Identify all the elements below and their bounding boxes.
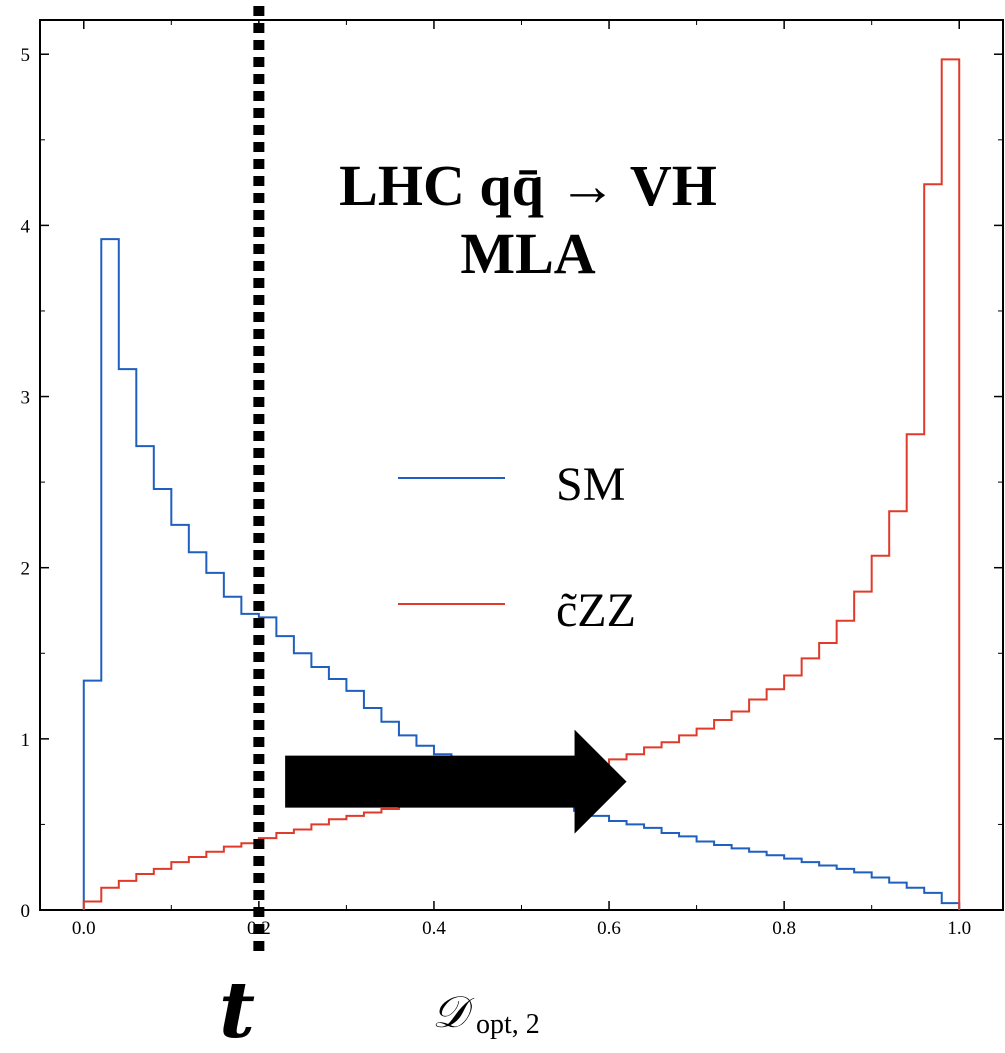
x-tick-labels: 0.00.20.40.60.81.0 <box>72 918 971 939</box>
direction-arrow <box>285 729 627 834</box>
x-tick-label: 1.0 <box>947 918 971 939</box>
y-tick-label: 3 <box>21 388 31 409</box>
x-tick-label: 0.6 <box>597 918 621 939</box>
chart-title-line1: LHC qq̄ → VH <box>339 153 717 218</box>
y-tick-label: 2 <box>21 559 31 580</box>
legend-label-sm: SM <box>556 458 625 511</box>
x-tick-label: 0.8 <box>772 918 796 939</box>
y-tick-label: 1 <box>21 730 31 751</box>
y-tick-label: 0 <box>21 901 31 922</box>
y-tick-label: 4 <box>21 216 31 237</box>
legend-label-czz: c̃ZZ <box>556 584 636 637</box>
x-axis-label-sub: opt, 2 <box>476 1009 540 1040</box>
x-axis-label: 𝒟 opt, 2 <box>432 987 540 1040</box>
x-tick-label: 0.4 <box>422 918 446 939</box>
chart-title-line2: MLA <box>460 221 595 286</box>
arrow-layer <box>285 729 627 834</box>
series-0-histogram <box>82 238 961 910</box>
threshold-label: t <box>219 965 255 1053</box>
x-axis-label-main: 𝒟 <box>432 987 475 1038</box>
axes <box>39 19 1004 911</box>
y-tick-labels: 0 1 2 3 4 5 <box>21 45 31 922</box>
legend: SM c̃ZZ <box>398 458 636 637</box>
y-tick-label: 5 <box>21 45 31 66</box>
x-tick-label: 0.0 <box>72 918 96 939</box>
